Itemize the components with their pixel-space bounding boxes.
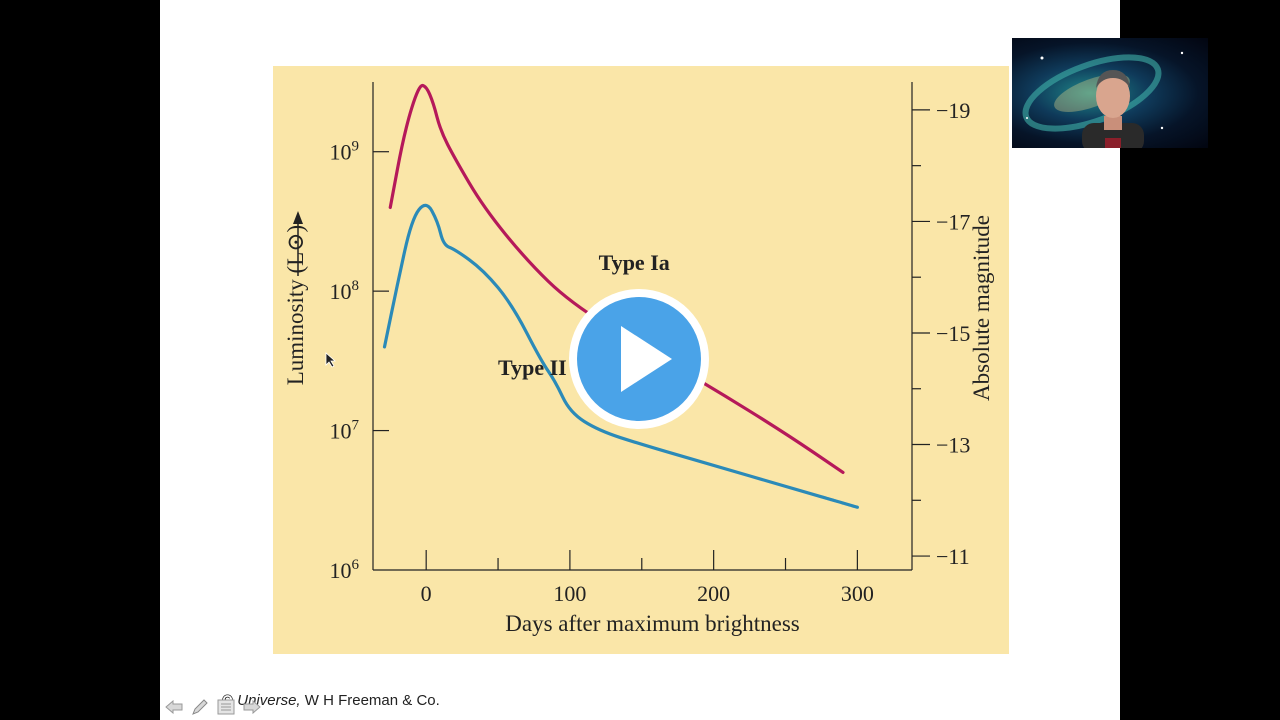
series-label-0: Type Ia (599, 250, 670, 275)
publisher: W H Freeman & Co. (304, 692, 440, 709)
arrow-right-icon (243, 700, 261, 714)
arrow-left-icon (165, 700, 183, 714)
slide-controls (162, 696, 264, 718)
y2-tick-label: −17 (936, 209, 970, 234)
y2-tick-label: −15 (936, 321, 970, 346)
series-type-ii-line (382, 203, 859, 509)
x-tick-label-0: 0 (421, 581, 432, 606)
y2-tick-label: −19 (936, 98, 970, 123)
pencil-icon (192, 699, 208, 715)
x-tick-label-100: 100 (553, 581, 586, 606)
mouse-cursor-icon (325, 352, 337, 368)
menu-icon (217, 699, 235, 715)
presenter-webcam (1012, 38, 1208, 148)
y-axis-title: Luminosity (L⊙) (283, 225, 308, 385)
y-tick-label: 107 (330, 418, 360, 444)
series-label-1: Type II (498, 355, 567, 380)
series-type-ia-line (388, 83, 845, 474)
next-slide-button[interactable] (240, 696, 264, 718)
y-tick-label: 108 (330, 278, 360, 304)
play-icon (569, 289, 709, 429)
y2-axis-title: Absolute magnitude (969, 215, 994, 401)
y-tick-label: 109 (330, 139, 360, 165)
menu-button[interactable] (214, 696, 238, 718)
previous-slide-button[interactable] (162, 696, 186, 718)
x-axis-title: Days after maximum brightness (505, 611, 800, 636)
y-tick-label: 106 (330, 557, 360, 583)
y-axis-arrowhead-icon (293, 211, 303, 224)
x-tick-label-200: 200 (697, 581, 730, 606)
pen-tool-button[interactable] (188, 696, 212, 718)
presenter-video-icon (1022, 51, 1184, 148)
y2-tick-label: −11 (936, 544, 970, 569)
light-curve-chart: 0 100 200 300 109 108 107 106 −19 −17 −15 −13 −11 Typ… (283, 82, 994, 636)
x-tick-label-300: 300 (841, 581, 874, 606)
y2-tick-label: −13 (936, 433, 970, 458)
play-button[interactable] (566, 288, 712, 430)
